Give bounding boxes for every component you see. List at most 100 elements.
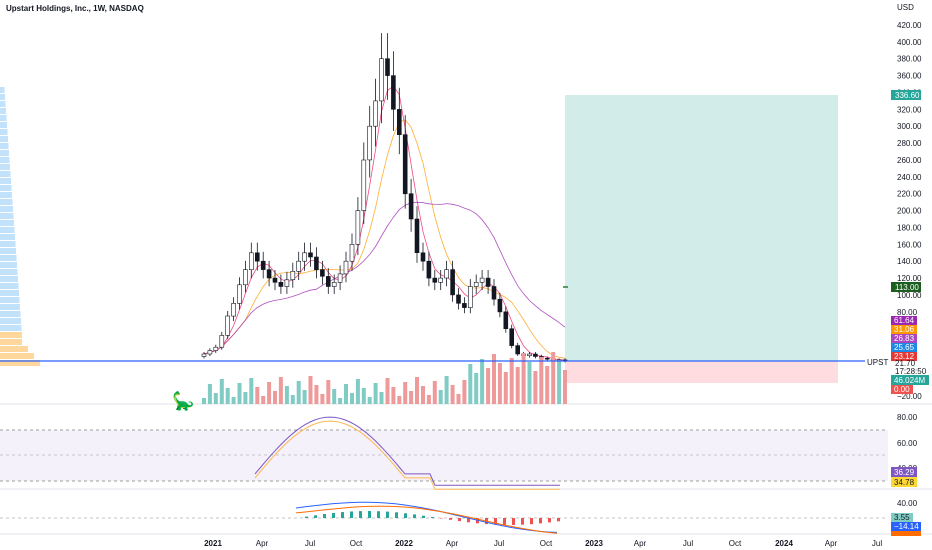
macd-bar (350, 511, 353, 518)
ema-badge-bg (891, 343, 917, 352)
moving-averages (203, 85, 566, 361)
volume-bar (563, 370, 567, 404)
volume-bar (385, 378, 390, 404)
volume-bar (527, 362, 532, 404)
target-badge: 336.60 (891, 90, 921, 100)
volume-bar (409, 391, 414, 404)
time-axis: 2021 Apr Jul Oct 2022 Apr Jul Oct 2023 Apr Jul Oct 2… (204, 539, 882, 548)
candle-body (361, 159, 367, 211)
volume-profile-bar (0, 171, 11, 177)
volume-bar (373, 383, 378, 404)
mid-badge: 113.00 (891, 282, 921, 292)
time-tick-label: Jul (305, 539, 315, 548)
candle-body (272, 277, 278, 283)
volume-bar (284, 386, 289, 404)
volume-profile-bar (0, 262, 17, 268)
time-tick-label: Oct (729, 539, 742, 548)
macd-bar (341, 512, 344, 518)
macd-bar (458, 518, 461, 522)
volume-bar (361, 388, 366, 404)
candle-body (391, 75, 396, 110)
candle-body (396, 109, 402, 136)
target-zone[interactable] (565, 95, 838, 361)
volume-profile-bar (0, 213, 14, 219)
candle-body (509, 328, 515, 346)
time-tick-label: Jul (872, 539, 882, 548)
candle-body (331, 281, 337, 287)
volume-profile-bar (0, 248, 16, 254)
volume-bar (350, 393, 354, 404)
rsi-ma-line (254, 420, 560, 490)
rsi-tick-60: 60.00 (897, 439, 918, 448)
candle-body (325, 276, 331, 287)
rsi-line (254, 416, 560, 486)
volume-bar (231, 397, 236, 404)
candle-body (515, 345, 521, 355)
volume-profile-bar (0, 304, 20, 310)
time-tick-label: 2021 (204, 539, 222, 548)
candle-body (444, 269, 449, 279)
volume-profile-bar (0, 220, 14, 226)
price-tick-label: 320.00 (897, 105, 922, 114)
candle-body (278, 281, 284, 287)
volume-bar (503, 372, 508, 404)
volume-bar (219, 379, 224, 404)
volume-profile-bar (0, 332, 22, 338)
volume-profile-bar (0, 318, 21, 324)
price-axis: 420.00400.00380.00360.00340.00320.00300.… (897, 21, 922, 401)
price-label: 21.70 (895, 359, 916, 368)
candle-body (385, 58, 390, 76)
time-tick-label: Oct (540, 539, 553, 548)
candle-body (349, 244, 355, 262)
volume-profile-bar (0, 115, 7, 121)
svg-text:336.60: 336.60 (895, 91, 920, 100)
candle-body (414, 218, 420, 254)
macd-bar (494, 518, 497, 525)
candle-body (343, 260, 349, 275)
moving-average-line (203, 201, 566, 355)
time-tick-label: Apr (825, 539, 838, 548)
candle-body (284, 279, 290, 287)
volume-bar (533, 371, 538, 404)
macd-bar (404, 513, 407, 518)
ema-badge-bg (891, 334, 917, 343)
volume-profile-bar (0, 136, 8, 142)
candle-body (473, 281, 479, 287)
price-tick-label: 140.00 (897, 257, 922, 266)
candle-body (456, 294, 461, 304)
time-tick-label: Apr (446, 539, 459, 548)
volume-bar (557, 361, 562, 404)
svg-text:113.00: 113.00 (895, 283, 919, 292)
macd-bar (359, 511, 362, 518)
volume-profile-bar (0, 241, 16, 247)
volume-bar (302, 390, 307, 404)
volume-badge: 46.024M (891, 375, 929, 385)
candlestick-series (201, 33, 568, 363)
volume-bar (539, 357, 544, 404)
volume-bar (521, 353, 526, 404)
currency-label: USD (897, 3, 914, 12)
volume-bar (456, 394, 461, 404)
macd-histogram (305, 511, 560, 525)
macd-bar (431, 517, 434, 518)
volume-profile-bar (0, 143, 9, 149)
macd-bar (377, 511, 380, 518)
volume-bar (261, 396, 266, 404)
candle-body (462, 303, 467, 308)
candle-body (533, 353, 538, 357)
volume-profile-bar (0, 339, 22, 345)
chart-title: Upstart Holdings, Inc., 1W, NASDAQ (6, 4, 144, 13)
price-tick-label: 180.00 (897, 224, 922, 233)
volume-profile-bar (0, 227, 15, 233)
ema-badge-label: 31.06 (894, 325, 915, 334)
candle-body (367, 125, 373, 161)
volume-profile-bar (0, 311, 21, 317)
volume-bar (444, 376, 449, 404)
volume-bar (314, 385, 319, 404)
volume-bar (492, 354, 496, 404)
stop-zone[interactable] (565, 361, 838, 383)
macd-bar (548, 518, 551, 523)
volume-profile-bar (0, 150, 9, 156)
candle-body (373, 100, 378, 127)
